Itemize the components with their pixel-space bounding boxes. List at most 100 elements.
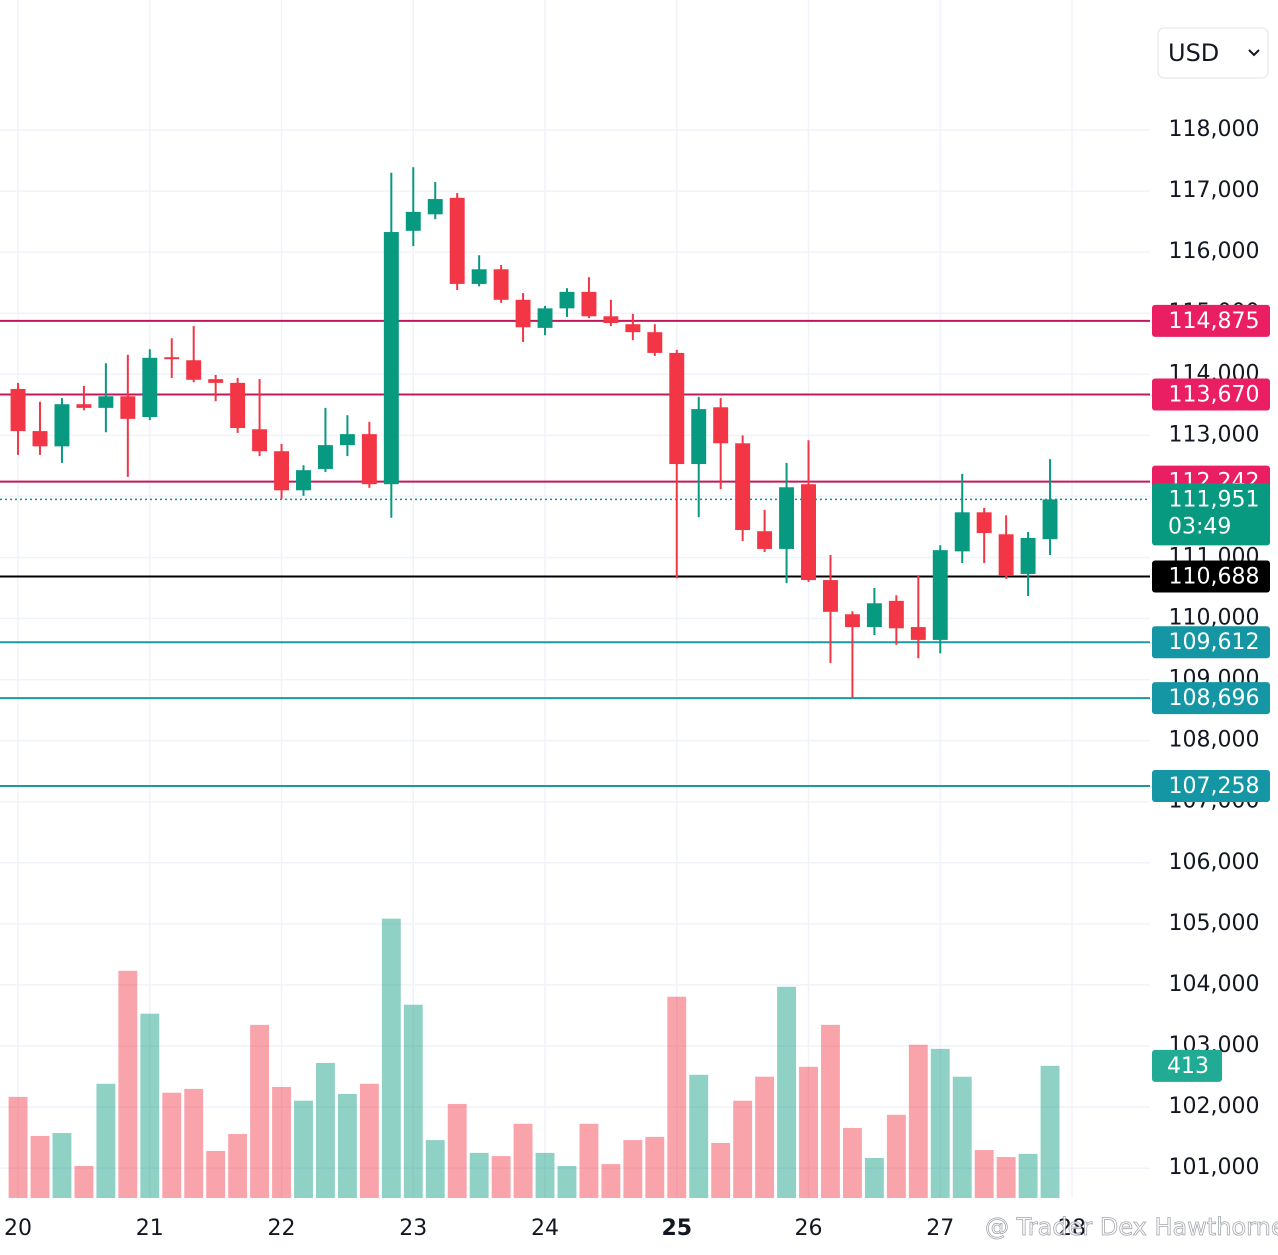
volume-bar [864, 1158, 884, 1198]
candle-body [888, 600, 904, 629]
y-tick-label: 105,000 [1169, 911, 1260, 936]
price-line-label-bg [1152, 378, 1270, 411]
volume-bar [403, 1004, 423, 1198]
volume-bar [842, 1127, 862, 1198]
price-line-label-bg [1152, 560, 1270, 593]
price-line-label-bg [1152, 304, 1270, 337]
volume-bar [886, 1114, 906, 1198]
price-line-label-bg [1152, 682, 1270, 715]
volume-bar [447, 1103, 467, 1198]
volume-bar [601, 1164, 621, 1198]
volume-bar [645, 1136, 665, 1198]
y-tick-label: 108,000 [1169, 728, 1260, 753]
volume-bar [733, 1100, 753, 1198]
candle-body [515, 299, 531, 328]
currency-label[interactable]: USD [1168, 39, 1219, 67]
candle-body [998, 534, 1014, 576]
volume-bar [30, 1135, 50, 1198]
last-price-label: 111,951 [1169, 487, 1260, 512]
y-tick-label: 118,000 [1169, 117, 1260, 142]
volume-bar [996, 1157, 1016, 1198]
candle-body [493, 269, 509, 300]
candle-body [361, 434, 377, 485]
volume-bar [294, 1100, 313, 1198]
volume-bar [96, 1083, 116, 1198]
volume-bar [140, 1013, 160, 1198]
candle-body [954, 512, 970, 552]
candle-body [471, 269, 487, 284]
x-tick-label: 25 [661, 1216, 692, 1241]
candle-body [10, 388, 26, 432]
x-tick-label: 27 [926, 1216, 954, 1241]
watermark: @ Trader Dex Hawthorne [985, 1213, 1278, 1241]
y-tick-label: 102,000 [1169, 1094, 1260, 1119]
candle-body [296, 470, 311, 491]
volume-label-bg [1152, 1049, 1222, 1082]
volume-bar [8, 1096, 28, 1198]
volume-bar [491, 1156, 511, 1198]
y-tick-label: 106,000 [1169, 850, 1260, 875]
x-tick-label: 28 [1058, 1216, 1086, 1241]
currency-select[interactable]: USD [1157, 27, 1269, 79]
volume-bar [272, 1086, 291, 1198]
candle-body [735, 443, 751, 531]
candle-body [910, 627, 926, 640]
candle-body [142, 357, 158, 418]
price-line-label: 113,670 [1169, 382, 1260, 407]
y-tick-label: 116,000 [1169, 239, 1260, 264]
candle-body [691, 409, 707, 465]
candle-body [186, 360, 202, 380]
candle-body [757, 531, 773, 549]
x-tick-label: 26 [795, 1216, 823, 1241]
volume-bar [228, 1134, 248, 1198]
candle-body [844, 614, 860, 628]
volume-bar [908, 1044, 928, 1198]
x-tick-label: 24 [531, 1216, 559, 1241]
x-tick-label: 23 [399, 1216, 427, 1241]
currency-box[interactable] [1157, 27, 1269, 79]
candle-body [54, 404, 70, 447]
candle-body [32, 431, 48, 447]
candle-body [383, 232, 399, 485]
candle-body [603, 316, 619, 324]
volume-bar [118, 970, 138, 1198]
candle-body [1020, 537, 1036, 574]
candle-body [339, 434, 355, 446]
candle-body [932, 550, 948, 640]
volume-bar [689, 1074, 709, 1198]
volume-bar [74, 1166, 94, 1198]
candle-body [823, 580, 838, 612]
volume-bar [711, 1142, 731, 1198]
candle-body [317, 445, 333, 469]
volume-bar [821, 1024, 840, 1198]
volume-bar [337, 1094, 357, 1198]
volume-bar [381, 918, 401, 1198]
candle-body [164, 357, 180, 360]
candle-body [208, 379, 224, 383]
candle-body [866, 603, 882, 628]
price-line-label: 109,612 [1169, 630, 1260, 655]
price-line-label: 108,696 [1169, 686, 1260, 711]
y-tick-label: 113,000 [1169, 422, 1260, 447]
volume-bar [777, 986, 796, 1198]
price-line-label-bg [1152, 769, 1270, 802]
x-tick-label: 20 [4, 1216, 32, 1241]
price-line-label: 110,688 [1169, 565, 1260, 590]
y-tick-label: 117,000 [1169, 178, 1260, 203]
candle-body [1042, 499, 1058, 540]
candle-body [669, 352, 685, 465]
chevron[interactable] [1248, 49, 1260, 57]
volume-bar [755, 1076, 775, 1198]
x-tick-label: 22 [268, 1216, 296, 1241]
volume-bar [316, 1062, 335, 1198]
candle-body [581, 291, 597, 317]
volume-bar [162, 1092, 182, 1198]
candle-body [76, 404, 92, 408]
candle-body [252, 429, 268, 452]
volume-bar [952, 1076, 972, 1198]
candle-body [801, 484, 816, 581]
candle-body [427, 199, 443, 215]
volume-bar [52, 1133, 72, 1198]
volume-bar [425, 1140, 445, 1198]
volume-bar [535, 1152, 555, 1198]
